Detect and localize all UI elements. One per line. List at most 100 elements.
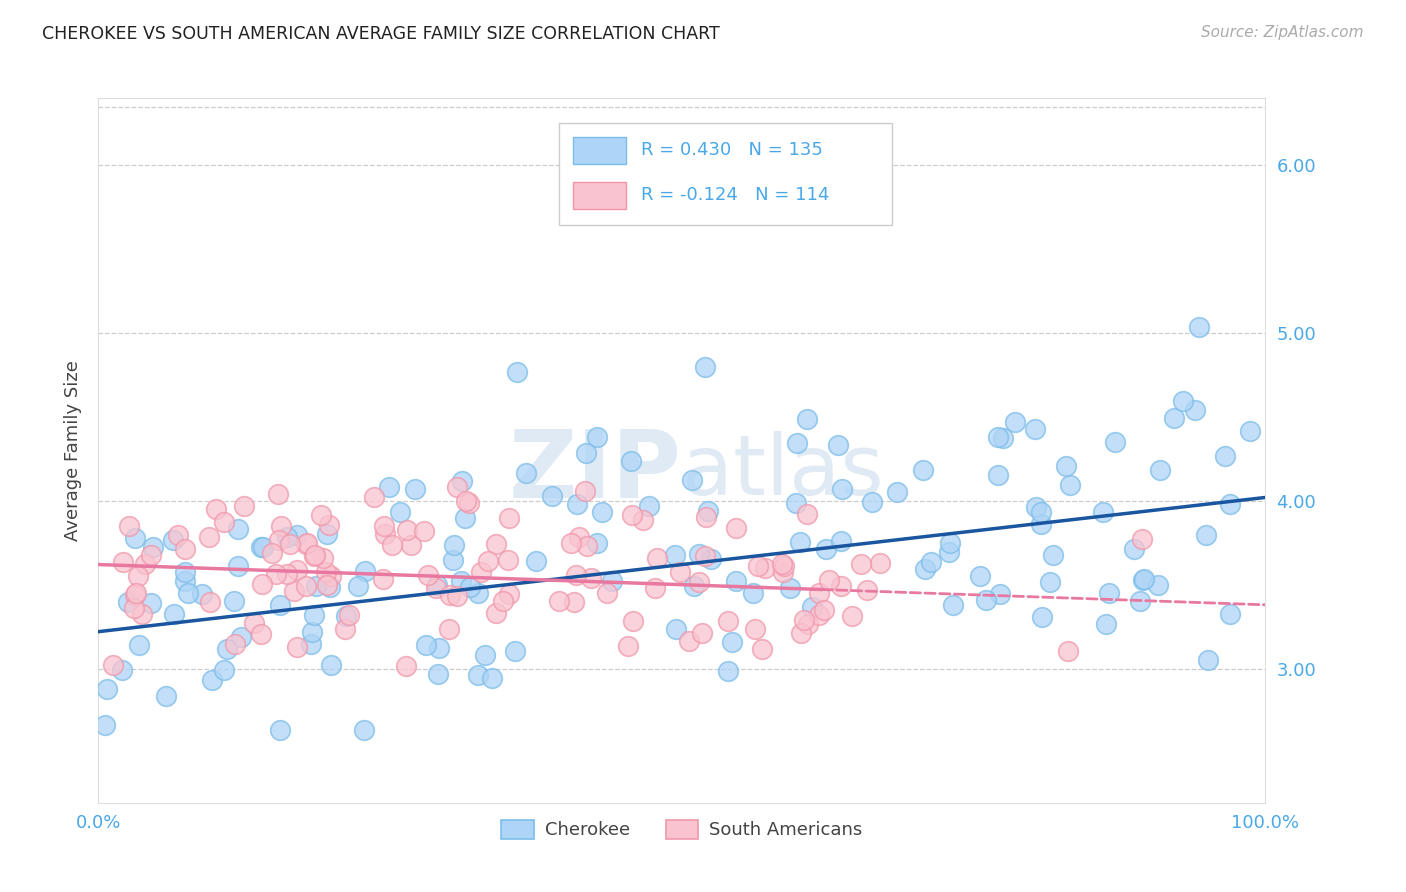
Point [205,501,228,516]
Point [717,614,740,628]
Point [276,530,298,544]
Point [127,569,149,583]
Point [335,609,357,624]
Point [586,430,609,444]
Point [790,625,813,640]
Point [389,505,412,519]
Point [395,523,418,537]
Point [1219,498,1241,512]
Point [363,490,385,504]
Point [381,537,404,551]
Point [600,574,623,588]
Point [425,581,447,595]
Point [789,534,811,549]
Point [456,494,478,508]
Point [117,594,139,608]
Point [697,504,720,518]
Point [725,574,748,588]
Point [690,625,713,640]
Point [295,537,318,551]
Point [827,438,849,452]
Point [665,623,688,637]
Point [813,603,835,617]
Point [1213,449,1236,463]
Point [427,640,450,655]
Point [125,586,148,600]
Point [346,578,368,592]
Point [688,547,710,561]
Point [1219,607,1241,621]
Point [412,524,434,539]
Point [565,568,588,582]
Point [276,566,298,581]
Point [939,536,962,550]
Point [585,536,607,550]
Point [287,528,309,542]
Text: ZIP: ZIP [509,425,682,517]
Point [987,430,1010,444]
Point [312,550,335,565]
Point [395,659,418,673]
Point [243,615,266,630]
Point [796,508,818,522]
Point [474,648,496,662]
Point [267,533,290,548]
Point [446,589,468,603]
Point [498,553,520,567]
Point [485,537,508,551]
Point [319,580,342,594]
Point [301,624,323,639]
Point [443,538,465,552]
Text: CHEROKEE VS SOUTH AMERICAN AVERAGE FAMILY SIZE CORRELATION CHART: CHEROKEE VS SOUTH AMERICAN AVERAGE FAMIL… [42,25,720,43]
Point [920,555,942,569]
Point [481,671,503,685]
Point [128,638,150,652]
Point [316,527,339,541]
Point [912,463,935,477]
Point [942,598,965,612]
Point [295,536,318,550]
Point [1024,422,1046,436]
Point [772,558,794,573]
Point [688,574,710,589]
Point [1149,463,1171,477]
Point [467,668,489,682]
Legend: Cherokee, South Americans: Cherokee, South Americans [494,813,870,847]
Point [371,572,394,586]
Point [592,505,614,519]
Point [103,657,125,672]
Point [938,545,960,559]
Point [638,499,661,513]
Point [267,487,290,501]
Point [215,642,238,657]
Point [801,599,824,614]
Point [1039,574,1062,589]
Point [373,519,395,533]
Point [1184,403,1206,417]
Point [1129,594,1152,608]
Point [814,542,837,557]
Point [1031,516,1053,531]
Point [425,578,447,592]
Point [914,562,936,576]
Point [250,540,273,554]
Point [770,558,793,572]
Point [270,518,292,533]
Point [1122,542,1144,557]
Point [869,556,891,570]
Point [450,574,472,589]
Point [1091,505,1114,519]
Point [1146,578,1168,592]
Point [1094,617,1116,632]
Point [173,541,195,556]
Point [252,540,274,554]
Point [564,594,586,608]
Point [567,497,589,511]
Point [162,533,184,548]
Point [174,574,197,588]
Point [122,601,145,615]
Point [226,559,249,574]
Point [498,511,520,525]
Point [315,578,337,592]
Point [987,468,1010,483]
